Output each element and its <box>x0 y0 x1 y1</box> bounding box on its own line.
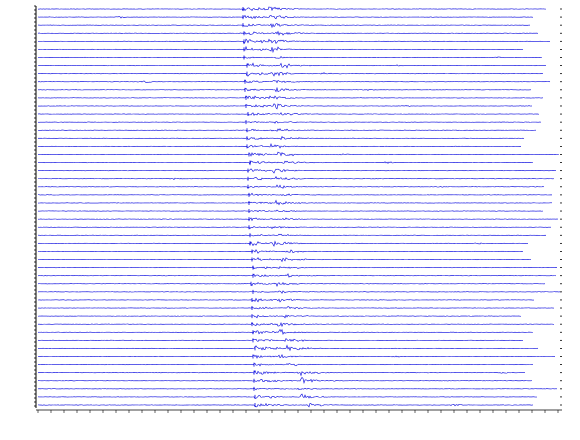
trace <box>37 338 524 342</box>
trace <box>37 376 533 385</box>
trace <box>37 62 547 69</box>
trace <box>37 112 540 116</box>
trace <box>37 387 558 391</box>
trace <box>37 273 557 278</box>
trace <box>37 6 547 12</box>
trace <box>37 297 535 303</box>
trace <box>37 30 539 36</box>
trace <box>37 184 545 189</box>
trace <box>37 128 537 132</box>
trace <box>37 226 552 230</box>
trace <box>37 22 531 29</box>
trace <box>38 217 559 222</box>
trace <box>37 354 556 359</box>
trace <box>37 95 544 100</box>
trace <box>37 363 534 367</box>
trace <box>37 151 560 157</box>
trace <box>37 160 534 166</box>
trace <box>37 168 557 174</box>
trace <box>37 56 543 59</box>
trace <box>37 321 555 328</box>
trace <box>37 14 534 20</box>
trace <box>37 233 547 237</box>
trace <box>37 344 539 352</box>
trace <box>37 257 532 263</box>
trace <box>37 199 553 206</box>
trace <box>37 402 534 408</box>
trace <box>37 240 529 247</box>
trace <box>37 328 534 335</box>
trace <box>37 249 524 254</box>
trace <box>37 306 555 310</box>
trace <box>37 135 525 141</box>
trace <box>37 121 542 124</box>
trace <box>37 45 524 54</box>
trace <box>37 282 546 287</box>
trace <box>37 265 558 270</box>
trace <box>37 79 551 84</box>
trace <box>37 72 544 77</box>
trace <box>37 103 533 110</box>
trace <box>37 38 550 45</box>
trace <box>37 142 522 149</box>
trace <box>37 314 522 319</box>
trace <box>37 192 553 196</box>
trace <box>37 86 532 93</box>
trace <box>37 290 562 294</box>
traces <box>37 6 562 408</box>
trace <box>37 176 555 181</box>
trace <box>37 209 544 213</box>
trace <box>37 369 526 377</box>
trace <box>37 393 538 399</box>
